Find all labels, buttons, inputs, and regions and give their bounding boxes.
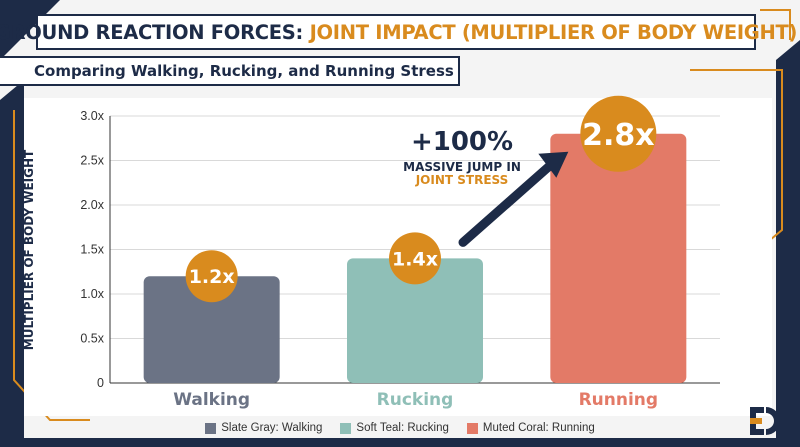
x-tick-label-walking: Walking xyxy=(173,390,250,410)
x-tick-label-running: Running xyxy=(579,390,659,410)
bar-walking xyxy=(143,276,280,383)
legend-swatch-walking xyxy=(205,422,217,434)
y-axis-label: MULTIPLIER OF BODY WEIGHT xyxy=(22,149,36,351)
legend-swatch-running xyxy=(466,422,478,434)
y-tick-label: 2.0x xyxy=(80,198,104,212)
chart-subtitle: Comparing Walking, Rucking, and Running … xyxy=(0,56,460,86)
annotation: +100% MASSIVE JUMP IN JOINT STRESS xyxy=(392,128,532,187)
legend-label-running: Muted Coral: Running xyxy=(482,422,595,434)
bar-rucking xyxy=(347,258,483,383)
title-part-2: JOINT IMPACT (MULTIPLIER OF BODY WEIGHT) xyxy=(309,20,798,44)
subtitle-text: Comparing Walking, Rucking, and Running … xyxy=(34,62,454,80)
annotation-percent: +100% xyxy=(410,127,514,157)
legend-item-walking: Slate Gray: Walking xyxy=(205,422,322,434)
chart-title: GROUND REACTION FORCES: JOINT IMPACT (MU… xyxy=(0,14,797,50)
ed-logo-icon xyxy=(750,407,780,435)
data-label-running: 2.8x xyxy=(582,118,655,153)
bar-running xyxy=(550,133,687,383)
legend-swatch-rucking xyxy=(340,422,352,434)
value-badge-running xyxy=(580,95,657,172)
y-tick-label: 2.5x xyxy=(80,154,104,168)
title-part-1: GROUND REACTION FORCES: xyxy=(0,20,304,44)
value-badge-walking xyxy=(185,250,238,303)
legend-item-rucking: Soft Teal: Rucking xyxy=(340,422,449,434)
x-tick-label-rucking: Rucking xyxy=(377,390,454,410)
annotation-line-1: MASSIVE JUMP IN xyxy=(403,159,521,174)
value-badge-rucking xyxy=(389,232,441,285)
y-tick-label: 0.5x xyxy=(80,332,104,346)
y-tick-label: 1.0x xyxy=(80,287,104,301)
annotation-line-2: JOINT STRESS xyxy=(415,172,509,187)
legend-item-running: Muted Coral: Running xyxy=(466,422,595,434)
y-tick-label: 0 xyxy=(97,376,104,390)
legend-label-rucking: Soft Teal: Rucking xyxy=(356,422,449,434)
annotation-arrow-shaft xyxy=(458,157,559,247)
y-tick-label: 3.0x xyxy=(80,109,104,123)
annotation-arrow-head xyxy=(538,151,569,178)
data-label-walking: 1.2x xyxy=(189,266,235,288)
data-label-rucking: 1.4x xyxy=(392,248,438,270)
y-tick-label: 1.5x xyxy=(80,243,104,257)
legend: Slate Gray: Walking Soft Teal: Rucking M… xyxy=(0,418,800,438)
legend-label-walking: Slate Gray: Walking xyxy=(221,422,323,434)
